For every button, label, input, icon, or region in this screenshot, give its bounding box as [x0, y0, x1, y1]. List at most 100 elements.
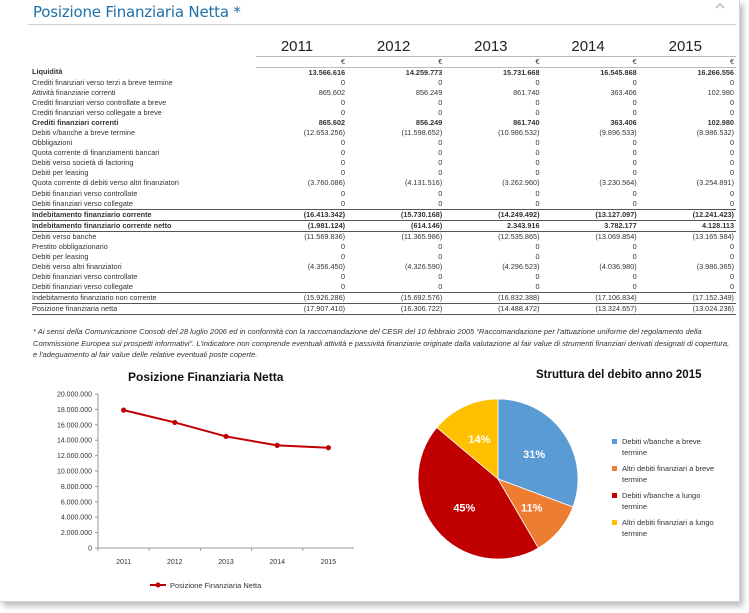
row-value: 0 — [632, 107, 637, 117]
row-value: 363.406 — [610, 117, 637, 127]
row-label: Crediti finanziari verso controllate a b… — [32, 97, 167, 107]
row-value: (13.127.097) — [541, 208, 639, 221]
row-value: 16.266.556 — [697, 67, 734, 77]
table-row: Attività finanziarie correnti 865.602 856.… — [32, 88, 736, 98]
row-value: (16.413.342) — [256, 208, 348, 221]
row-value: 0 — [632, 138, 637, 148]
year-header: 2015 — [668, 37, 702, 55]
row-value: 15.731.668 — [502, 67, 540, 77]
pfn-panel: Posizione Finanziaria Netta * 2011 2012 … — [0, 0, 740, 602]
row-label: Quota corrente di debiti verso altri fin… — [32, 178, 179, 188]
row-value: 0 — [341, 188, 346, 198]
row-value: 0 — [632, 77, 637, 87]
table-row: Crediti finanziari verso terzi a breve t… — [32, 78, 736, 88]
row-value: 0 — [729, 158, 734, 168]
row-value: 865.602 — [318, 87, 346, 97]
row-value: 0 — [535, 158, 540, 168]
row-value: 0 — [341, 282, 346, 291]
x-tick-label: 2014 — [269, 559, 285, 566]
row-value: (11.365.986) — [401, 231, 443, 241]
row-value: 0 — [438, 241, 443, 251]
data-point — [274, 442, 280, 449]
table-row: Liquidità 13.566.616 14.259.773 15.731.668 1… — [32, 67, 736, 78]
row-value: 0 — [438, 168, 443, 178]
x-tick-label: 2013 — [218, 559, 234, 566]
row-value: (3.262.960) — [502, 178, 540, 188]
table-row: Indebitamento finanziario non corrente (1… — [32, 292, 736, 304]
row-value: 0 — [729, 77, 734, 87]
row-value: 0 — [535, 198, 540, 208]
table-row: Indebitamento finanziario corrente netto… — [32, 219, 736, 232]
pie-chart-title: Struttura del debito anno 2015 — [536, 369, 702, 381]
row-value: 0 — [535, 148, 540, 158]
series-line — [123, 409, 329, 449]
row-label: Crediti finanziari verso collegate a bre… — [32, 107, 162, 117]
pie-slice — [497, 398, 579, 508]
y-tick-label: 0 — [88, 546, 92, 553]
legend-swatch — [612, 466, 617, 471]
currency-row: € € € € € — [32, 55, 736, 68]
financial-table: 2011 2012 2013 2014 2015 € € € € € Liqui… — [32, 36, 736, 315]
y-tick-label: 4.000.000 — [61, 515, 92, 522]
table-row: Crediti finanziari verso collegate a bre… — [32, 108, 736, 118]
row-label: Debiti finanziari verso collegate — [32, 198, 133, 208]
row-value: 102.980 — [707, 87, 734, 97]
legend-label: Altri debiti finanziari a breve termine — [622, 464, 715, 484]
currency-cell: € — [541, 55, 639, 68]
row-label: Debiti verso società di factoring — [32, 158, 134, 168]
header-divider — [28, 24, 736, 25]
row-value: 0 — [632, 97, 637, 107]
row-value: 0 — [438, 158, 443, 168]
row-value: 102.980 — [707, 117, 734, 127]
row-value: (15.926.286) — [256, 292, 348, 304]
pie-slice — [417, 426, 539, 560]
x-tick-label: 2011 — [116, 559, 131, 566]
table-row: Debiti finanziari verso controllate 0 0 0 0 0 — [32, 189, 736, 199]
y-tick-label: 10.000.000 — [57, 469, 92, 476]
y-tick-label: 14.000.000 — [57, 438, 92, 445]
row-value: 0 — [729, 168, 734, 178]
data-point — [172, 419, 178, 426]
row-value: (16.832.388) — [444, 292, 542, 304]
row-label: Attività finanziarie correnti — [32, 87, 116, 97]
page-title: Posizione Finanziaria Netta * — [33, 3, 241, 21]
table-row: Debiti verso altri finanziatori (4.356.45… — [32, 262, 736, 272]
currency-cell: € — [444, 55, 542, 68]
row-value: (4.356.450) — [307, 261, 346, 271]
row-label: Indebitamento finanziario corrente netto — [32, 219, 257, 232]
row-value: (4.296.523) — [502, 261, 540, 271]
table-row: Debiti verso banche (11.569.836) (11.365.9… — [32, 231, 736, 242]
y-tick-label: 16.000.000 — [57, 422, 92, 429]
row-value: (12.241.423) — [638, 208, 736, 221]
row-label: Debiti finanziari verso collegate — [32, 282, 133, 291]
row-label: Debiti verso banche — [32, 231, 97, 241]
row-value: 0 — [341, 148, 346, 158]
row-value: (1.981.124) — [256, 219, 348, 232]
row-value: 0 — [341, 138, 346, 148]
table-row: Debiti verso società di factoring 0 0 0 0 0 — [32, 158, 736, 168]
row-value: (16.306.722) — [347, 303, 445, 315]
row-value: 865.602 — [318, 117, 346, 127]
currency-cell: € — [256, 55, 348, 68]
pie-data-label: 11% — [521, 502, 543, 514]
row-value: (3.254.891) — [696, 178, 734, 188]
row-value: 0 — [729, 148, 734, 158]
row-label: Debiti verso altri finanziatori — [32, 261, 122, 271]
row-value: 0 — [729, 107, 734, 117]
row-label: Debiti per leasing — [32, 168, 89, 178]
row-label: Indebitamento finanziario corrente — [32, 208, 257, 221]
row-value: (4.326.590) — [404, 261, 443, 271]
legend-swatch — [612, 493, 617, 498]
chevron-up-icon[interactable] — [712, 0, 728, 12]
row-value: 0 — [438, 77, 443, 87]
pie-data-label: 31% — [523, 449, 545, 461]
row-value: 0 — [632, 271, 637, 281]
legend-label: Altri debiti finanziari a lungo termine — [622, 518, 714, 538]
row-value: (4.131.516) — [404, 178, 443, 188]
table-row: Debiti finanziari verso collegate 0 0 0 0 0 — [32, 199, 736, 210]
table-row: Debiti per leasing 0 0 0 0 0 — [32, 252, 736, 262]
row-value: (4.036.980) — [599, 261, 637, 271]
row-value: 0 — [341, 271, 346, 281]
row-value: 4.128.113 — [638, 219, 736, 232]
legend-marker — [155, 582, 161, 588]
